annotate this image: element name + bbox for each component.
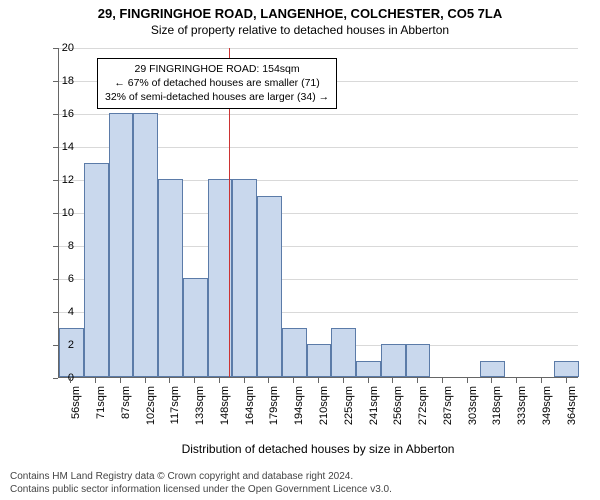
- y-tick-label: 14: [44, 141, 74, 153]
- x-tick-label: 318sqm: [491, 386, 503, 446]
- x-tick-label: 164sqm: [244, 386, 256, 446]
- y-tick-mark: [53, 312, 58, 313]
- x-tick-label: 272sqm: [417, 386, 429, 446]
- histogram-bar: [59, 328, 84, 378]
- x-tick-label: 333sqm: [516, 386, 528, 446]
- x-tick-mark: [244, 378, 245, 383]
- y-tick-label: 12: [44, 174, 74, 186]
- x-tick-mark: [541, 378, 542, 383]
- y-tick-label: 6: [44, 273, 74, 285]
- y-tick-mark: [53, 213, 58, 214]
- x-tick-mark: [219, 378, 220, 383]
- x-tick-mark: [268, 378, 269, 383]
- x-tick-label: 117sqm: [169, 386, 181, 446]
- x-tick-label: 349sqm: [541, 386, 553, 446]
- x-tick-label: 241sqm: [368, 386, 380, 446]
- y-tick-mark: [53, 279, 58, 280]
- y-tick-mark: [53, 147, 58, 148]
- annotation-line1: 29 FINGRINGHOE ROAD: 154sqm: [105, 62, 329, 76]
- histogram-bar: [381, 344, 406, 377]
- y-tick-label: 10: [44, 207, 74, 219]
- x-tick-mark: [417, 378, 418, 383]
- x-tick-mark: [467, 378, 468, 383]
- histogram-bar: [406, 344, 431, 377]
- title-sub: Size of property relative to detached ho…: [0, 21, 600, 37]
- y-tick-mark: [53, 81, 58, 82]
- x-tick-label: 133sqm: [194, 386, 206, 446]
- x-tick-mark: [95, 378, 96, 383]
- y-tick-mark: [53, 246, 58, 247]
- y-tick-mark: [53, 114, 58, 115]
- annotation-line2: ← 67% of detached houses are smaller (71…: [105, 76, 329, 90]
- y-tick-label: 20: [44, 42, 74, 54]
- x-tick-label: 256sqm: [392, 386, 404, 446]
- x-tick-mark: [392, 378, 393, 383]
- x-tick-label: 148sqm: [219, 386, 231, 446]
- x-tick-label: 225sqm: [343, 386, 355, 446]
- x-tick-label: 71sqm: [95, 386, 107, 446]
- footer-line1: Contains HM Land Registry data © Crown c…: [10, 470, 590, 483]
- x-tick-mark: [516, 378, 517, 383]
- x-tick-label: 194sqm: [293, 386, 305, 446]
- y-tick-label: 8: [44, 240, 74, 252]
- y-tick-mark: [53, 48, 58, 49]
- histogram-bar: [109, 113, 134, 377]
- x-tick-label: 210sqm: [318, 386, 330, 446]
- x-tick-label: 364sqm: [566, 386, 578, 446]
- x-tick-mark: [442, 378, 443, 383]
- x-tick-label: 56sqm: [70, 386, 82, 446]
- x-tick-mark: [293, 378, 294, 383]
- x-tick-mark: [318, 378, 319, 383]
- histogram-bar: [232, 179, 257, 377]
- x-tick-label: 87sqm: [120, 386, 132, 446]
- x-tick-mark: [145, 378, 146, 383]
- histogram-bar: [158, 179, 183, 377]
- histogram-bar: [282, 328, 307, 378]
- footer-line2: Contains public sector information licen…: [10, 483, 590, 496]
- histogram-bar: [480, 361, 505, 378]
- footer: Contains HM Land Registry data © Crown c…: [10, 470, 590, 496]
- histogram-bar: [183, 278, 208, 377]
- histogram-bar: [133, 113, 158, 377]
- x-tick-mark: [491, 378, 492, 383]
- x-tick-label: 303sqm: [467, 386, 479, 446]
- title-main: 29, FINGRINGHOE ROAD, LANGENHOE, COLCHES…: [0, 0, 600, 21]
- y-tick-label: 4: [44, 306, 74, 318]
- x-tick-label: 179sqm: [268, 386, 280, 446]
- x-tick-label: 287sqm: [442, 386, 454, 446]
- x-tick-label: 102sqm: [145, 386, 157, 446]
- histogram-bar: [307, 344, 332, 377]
- histogram-bar: [257, 196, 282, 378]
- histogram-bar: [356, 361, 381, 378]
- x-tick-mark: [120, 378, 121, 383]
- y-tick-label: 18: [44, 75, 74, 87]
- y-tick-label: 2: [44, 339, 74, 351]
- x-tick-mark: [70, 378, 71, 383]
- y-tick-mark: [53, 345, 58, 346]
- y-tick-label: 16: [44, 108, 74, 120]
- histogram-bar: [331, 328, 356, 378]
- grid-line: [59, 48, 578, 49]
- x-tick-mark: [194, 378, 195, 383]
- annotation-box: 29 FINGRINGHOE ROAD: 154sqm← 67% of deta…: [97, 58, 337, 109]
- histogram-bar: [84, 163, 109, 378]
- annotation-line3: 32% of semi-detached houses are larger (…: [105, 90, 329, 104]
- x-tick-mark: [368, 378, 369, 383]
- x-tick-mark: [169, 378, 170, 383]
- plot-area: 29 FINGRINGHOE ROAD: 154sqm← 67% of deta…: [58, 48, 578, 378]
- y-tick-mark: [53, 180, 58, 181]
- histogram-bar: [554, 361, 579, 378]
- y-tick-mark: [53, 378, 58, 379]
- x-tick-mark: [566, 378, 567, 383]
- x-tick-mark: [343, 378, 344, 383]
